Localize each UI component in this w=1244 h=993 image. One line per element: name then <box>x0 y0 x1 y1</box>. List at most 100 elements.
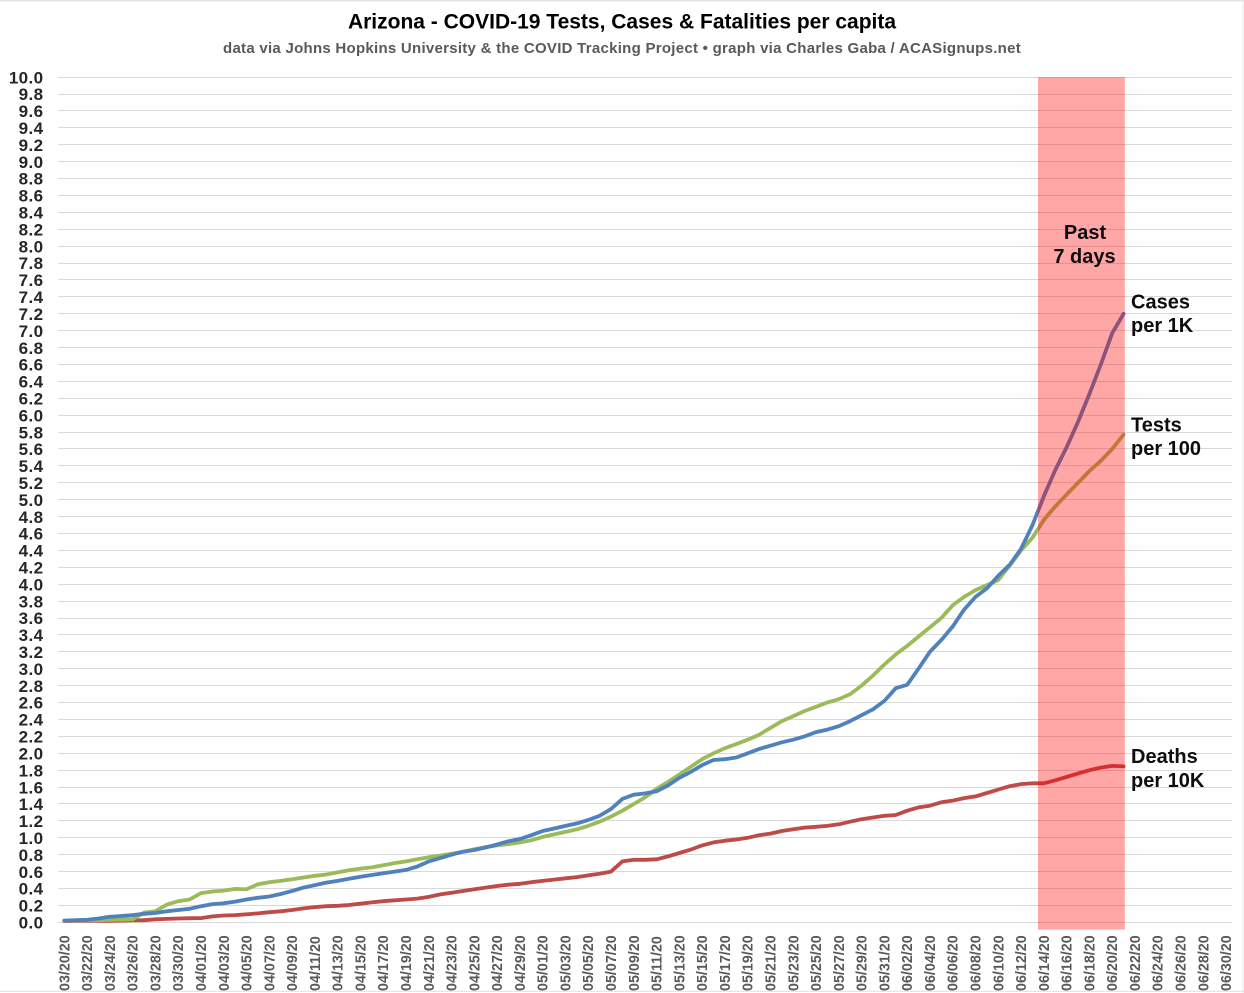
svg-text:06/02/20: 06/02/20 <box>900 935 916 991</box>
svg-text:05/09/20: 05/09/20 <box>627 935 643 991</box>
svg-text:3.0: 3.0 <box>19 660 44 679</box>
svg-text:03/26/20: 03/26/20 <box>126 935 142 991</box>
svg-text:3.4: 3.4 <box>19 626 44 645</box>
svg-text:04/05/20: 04/05/20 <box>240 935 256 991</box>
svg-text:5.6: 5.6 <box>19 440 44 459</box>
svg-text:9.0: 9.0 <box>19 153 44 172</box>
svg-text:0.8: 0.8 <box>19 846 44 865</box>
svg-text:03/22/20: 03/22/20 <box>80 935 96 991</box>
svg-text:04/03/20: 04/03/20 <box>217 935 233 991</box>
svg-text:8.2: 8.2 <box>19 220 44 239</box>
svg-text:2.2: 2.2 <box>19 728 44 747</box>
svg-text:Tests: Tests <box>1131 415 1182 437</box>
svg-text:7.4: 7.4 <box>19 288 44 307</box>
svg-text:6.6: 6.6 <box>19 356 44 375</box>
svg-text:04/27/20: 04/27/20 <box>490 935 506 991</box>
svg-text:4.8: 4.8 <box>19 508 44 527</box>
svg-text:0.6: 0.6 <box>19 863 44 882</box>
svg-text:per 10K: per 10K <box>1131 770 1205 792</box>
svg-text:0.2: 0.2 <box>19 897 44 916</box>
svg-text:04/17/20: 04/17/20 <box>376 935 392 991</box>
svg-text:06/30/20: 06/30/20 <box>1219 935 1235 991</box>
svg-text:04/11/20: 04/11/20 <box>308 936 324 991</box>
svg-text:8.4: 8.4 <box>19 204 44 223</box>
svg-text:7.8: 7.8 <box>19 254 44 273</box>
svg-text:03/28/20: 03/28/20 <box>148 935 164 991</box>
svg-text:06/20/20: 06/20/20 <box>1105 935 1121 991</box>
svg-text:05/27/20: 05/27/20 <box>832 935 848 991</box>
svg-text:05/31/20: 05/31/20 <box>877 935 893 991</box>
svg-text:05/21/20: 05/21/20 <box>764 935 780 991</box>
svg-text:04/13/20: 04/13/20 <box>331 935 347 991</box>
svg-text:0.4: 0.4 <box>19 880 44 899</box>
svg-text:04/01/20: 04/01/20 <box>194 935 210 991</box>
svg-text:1.8: 1.8 <box>19 761 44 780</box>
svg-text:7.0: 7.0 <box>19 322 44 341</box>
svg-text:5.0: 5.0 <box>19 491 44 510</box>
svg-text:4.2: 4.2 <box>19 559 44 578</box>
svg-text:9.2: 9.2 <box>19 136 44 155</box>
svg-text:06/04/20: 06/04/20 <box>923 935 939 991</box>
svg-text:8.0: 8.0 <box>19 237 44 256</box>
svg-text:04/25/20: 04/25/20 <box>467 935 483 991</box>
svg-text:04/15/20: 04/15/20 <box>353 935 369 991</box>
svg-text:5.8: 5.8 <box>19 423 44 442</box>
svg-text:05/07/20: 05/07/20 <box>604 935 620 991</box>
svg-text:04/19/20: 04/19/20 <box>399 935 415 991</box>
svg-text:9.8: 9.8 <box>19 85 44 104</box>
svg-text:Past: Past <box>1064 222 1107 244</box>
svg-text:0.0: 0.0 <box>19 914 44 933</box>
svg-text:06/26/20: 06/26/20 <box>1174 935 1190 991</box>
svg-text:2.6: 2.6 <box>19 694 44 713</box>
svg-text:5.2: 5.2 <box>19 474 44 493</box>
svg-text:06/24/20: 06/24/20 <box>1151 935 1167 991</box>
svg-text:3.2: 3.2 <box>19 643 44 662</box>
svg-text:7.2: 7.2 <box>19 305 44 324</box>
svg-text:9.6: 9.6 <box>19 102 44 121</box>
svg-text:6.2: 6.2 <box>19 390 44 409</box>
svg-text:2.4: 2.4 <box>19 711 44 730</box>
svg-text:05/03/20: 05/03/20 <box>559 935 575 991</box>
svg-text:03/20/20: 03/20/20 <box>57 935 73 991</box>
svg-text:04/07/20: 04/07/20 <box>262 935 278 991</box>
svg-text:03/30/20: 03/30/20 <box>171 935 187 991</box>
svg-text:4.0: 4.0 <box>19 575 44 594</box>
svg-text:05/15/20: 05/15/20 <box>695 935 711 991</box>
svg-text:Arizona - COVID-19 Tests, Case: Arizona - COVID-19 Tests, Cases & Fatali… <box>348 11 896 34</box>
svg-text:1.4: 1.4 <box>19 795 44 814</box>
svg-text:06/16/20: 06/16/20 <box>1060 935 1076 991</box>
svg-text:per 100: per 100 <box>1131 438 1201 460</box>
svg-text:1.2: 1.2 <box>19 812 44 831</box>
svg-text:05/01/20: 05/01/20 <box>536 935 552 991</box>
svg-text:5.4: 5.4 <box>19 457 44 476</box>
svg-text:04/23/20: 04/23/20 <box>445 935 461 991</box>
svg-text:05/29/20: 05/29/20 <box>855 935 871 991</box>
svg-text:06/12/20: 06/12/20 <box>1014 935 1030 991</box>
svg-text:4.4: 4.4 <box>19 542 44 561</box>
svg-text:7 days: 7 days <box>1053 246 1115 268</box>
svg-text:2.8: 2.8 <box>19 677 44 696</box>
svg-text:04/09/20: 04/09/20 <box>285 935 301 991</box>
svg-text:06/22/20: 06/22/20 <box>1128 935 1144 991</box>
svg-text:05/13/20: 05/13/20 <box>672 935 688 991</box>
svg-text:7.6: 7.6 <box>19 271 44 290</box>
svg-text:4.6: 4.6 <box>19 525 44 544</box>
svg-text:per 1K: per 1K <box>1131 315 1194 337</box>
svg-text:6.8: 6.8 <box>19 339 44 358</box>
svg-text:06/06/20: 06/06/20 <box>946 935 962 991</box>
svg-text:2.0: 2.0 <box>19 745 44 764</box>
svg-text:Cases: Cases <box>1131 291 1190 313</box>
svg-text:05/19/20: 05/19/20 <box>741 935 757 991</box>
svg-text:3.6: 3.6 <box>19 609 44 628</box>
svg-text:05/05/20: 05/05/20 <box>581 935 597 991</box>
svg-text:10.0: 10.0 <box>9 68 44 87</box>
svg-text:03/24/20: 03/24/20 <box>103 935 119 991</box>
svg-text:05/23/20: 05/23/20 <box>786 935 802 991</box>
svg-text:data via Johns Hopkins Univers: data via Johns Hopkins University & the … <box>223 40 1021 57</box>
svg-text:05/11/20: 05/11/20 <box>650 936 666 991</box>
svg-text:8.6: 8.6 <box>19 187 44 206</box>
svg-text:06/08/20: 06/08/20 <box>969 935 985 991</box>
svg-text:1.0: 1.0 <box>19 829 44 848</box>
svg-text:06/18/20: 06/18/20 <box>1082 935 1098 991</box>
svg-text:Deaths: Deaths <box>1131 746 1198 768</box>
